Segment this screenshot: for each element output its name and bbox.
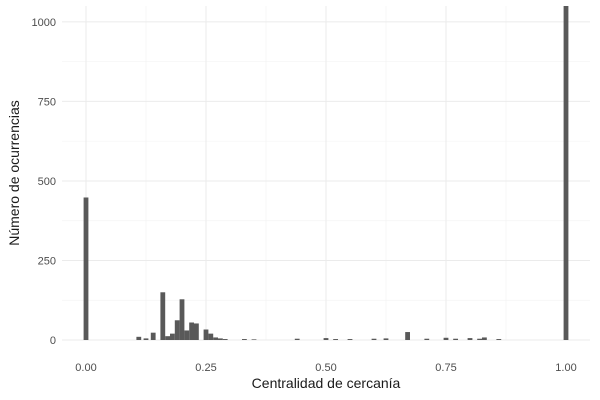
histogram-bar [424,338,430,340]
histogram-bar [213,337,218,340]
histogram-bar [333,339,338,340]
histogram-bar [323,338,329,340]
y-tick-label: 1000 [32,17,56,29]
y-tick-label: 250 [38,255,56,267]
histogram-bar [218,338,223,340]
major-gridlines [62,6,590,341]
x-axis-tick-labels: 0.00 0.25 0.50 0.75 1.00 [75,362,576,374]
histogram-bar [242,339,247,340]
x-tick-label: 0.75 [435,362,456,374]
histogram-bar [294,338,300,340]
y-tick-label: 500 [38,176,56,188]
x-tick-label: 0.25 [195,362,216,374]
histogram-bar [208,333,214,340]
histogram-bar [170,333,175,340]
histogram-bar [453,338,458,340]
histogram-bar [405,332,410,340]
y-axis-tick-labels: 0 250 500 750 1000 [32,17,56,347]
histogram-bar [150,332,156,340]
histogram-bar [477,338,482,340]
y-tick-label: 0 [50,335,56,347]
histogram-bar [251,339,257,340]
histogram-bar [179,299,185,340]
histogram-bar [222,339,228,340]
histogram-bar [194,323,199,340]
histogram-bar [563,6,569,340]
histogram-bar [347,339,353,340]
histogram-bar [160,292,166,340]
histogram-bar [184,330,190,340]
x-tick-label: 0.00 [75,362,96,374]
histogram-bar [174,320,180,340]
histogram-bar [383,338,389,340]
x-tick-label: 1.00 [555,362,576,374]
histogram-bar [371,338,377,340]
histogram-bar [482,337,487,340]
y-axis-title: Número de ocurrencias [6,100,22,246]
histogram-bar [496,339,502,340]
histogram-bar [467,338,473,340]
histogram-bar [165,336,170,340]
x-axis-title: Centralidad de cercanía [252,375,401,391]
histogram-bar [443,337,449,340]
y-tick-label: 750 [38,96,56,108]
histogram-bar [189,322,194,340]
histogram-bar [83,197,89,340]
x-tick-label: 0.50 [315,362,336,374]
histogram-bars [83,6,569,340]
histogram-bar [136,336,142,340]
histogram-bar [203,329,209,340]
histogram-bar [143,338,149,340]
